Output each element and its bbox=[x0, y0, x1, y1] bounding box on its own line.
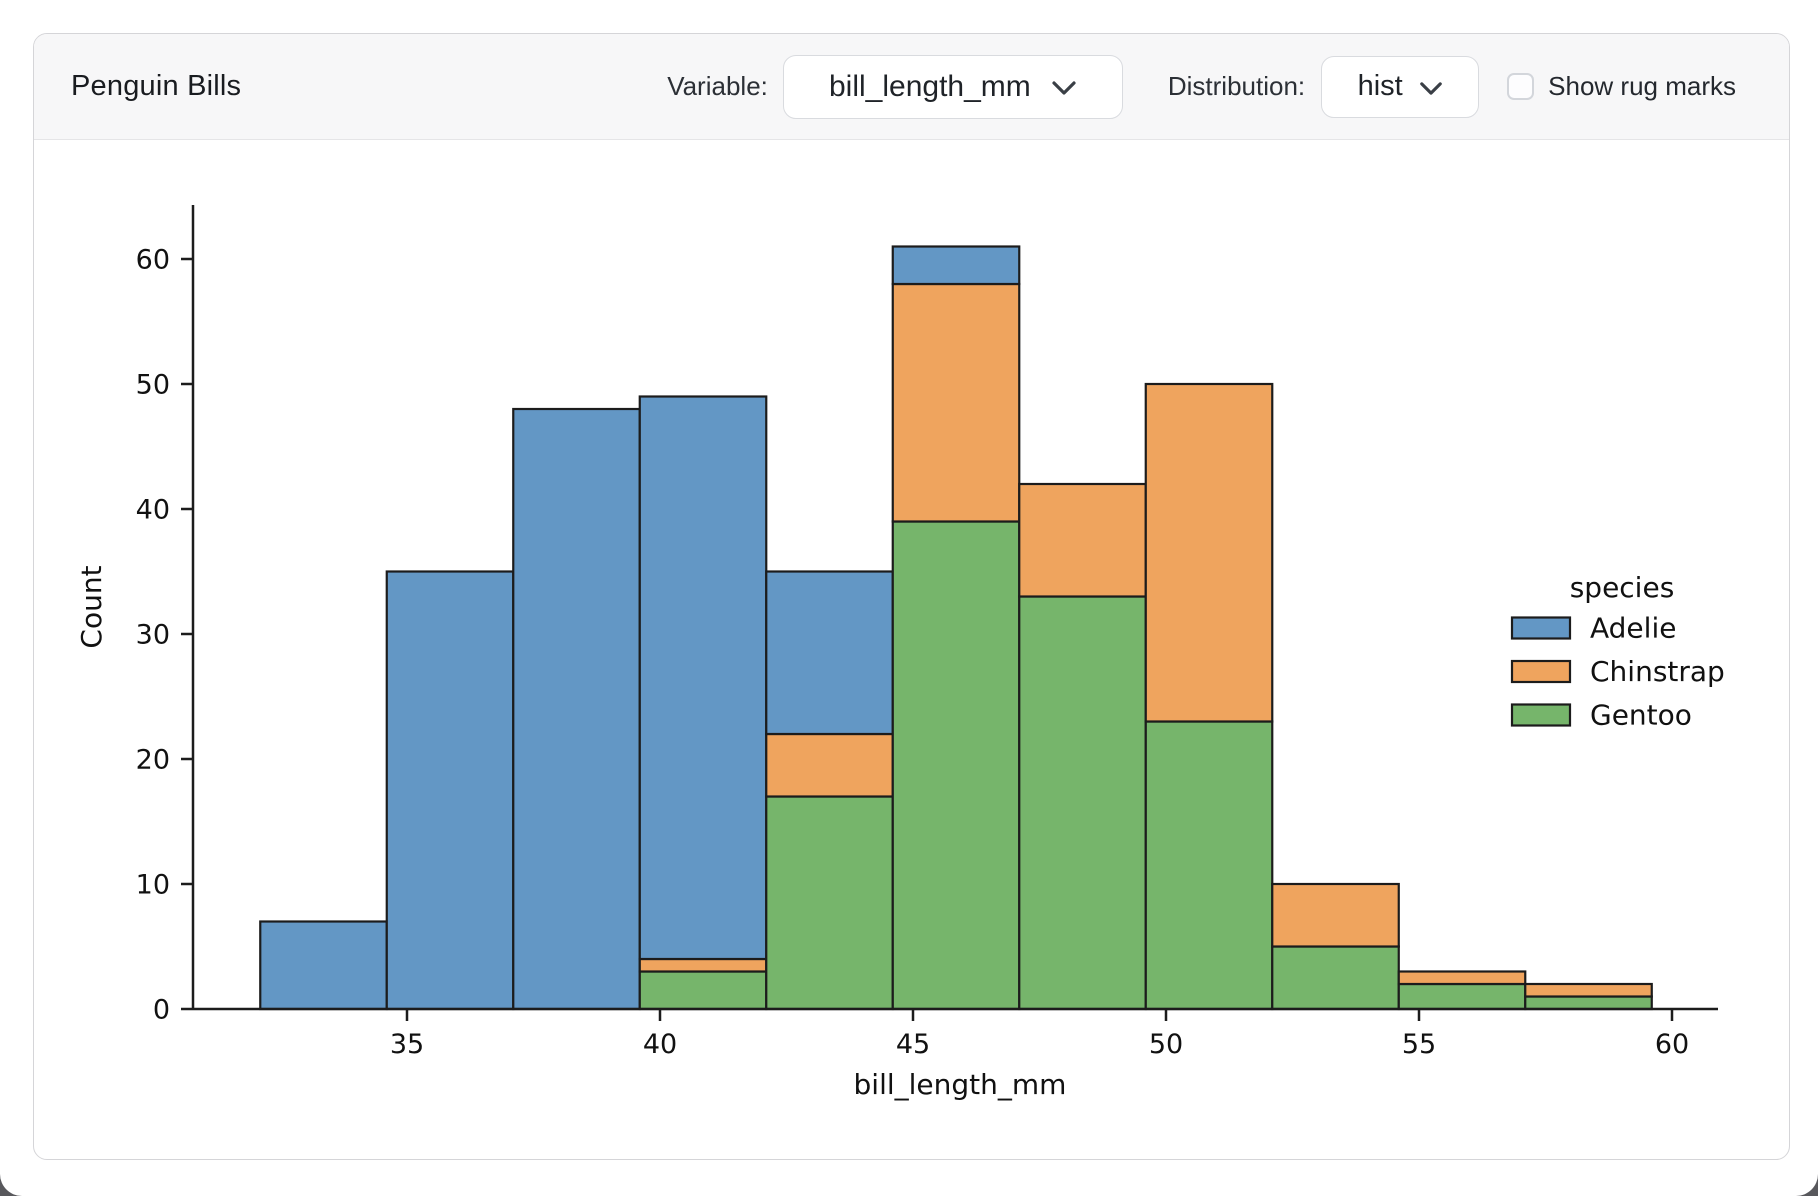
distribution-select-value: hist bbox=[1357, 70, 1403, 102]
chevron-down-icon bbox=[1052, 81, 1076, 95]
header-controls: Variable: bill_length_mm Distribution: h… bbox=[667, 54, 1736, 119]
card-header: Penguin Bills Variable: bill_length_mm D… bbox=[34, 34, 1789, 140]
show-rug-checkbox[interactable] bbox=[1507, 73, 1535, 100]
variable-select-value: bill_length_mm bbox=[828, 69, 1031, 103]
window-corner bbox=[0, 1172, 24, 1196]
distribution-label: Distribution: bbox=[1167, 71, 1306, 101]
page-title: Penguin Bills bbox=[71, 70, 242, 102]
distribution-select[interactable]: hist bbox=[1321, 55, 1480, 118]
show-rug-label: Show rug marks bbox=[1548, 71, 1736, 101]
show-rug-control: Show rug marks bbox=[1507, 71, 1736, 102]
window-corner bbox=[1794, 1172, 1818, 1196]
penguin-bills-card: Penguin Bills Variable: bill_length_mm D… bbox=[33, 33, 1790, 1160]
variable-label: Variable: bbox=[667, 71, 768, 101]
chevron-down-icon bbox=[1419, 81, 1442, 95]
variable-select[interactable]: bill_length_mm bbox=[782, 54, 1123, 119]
